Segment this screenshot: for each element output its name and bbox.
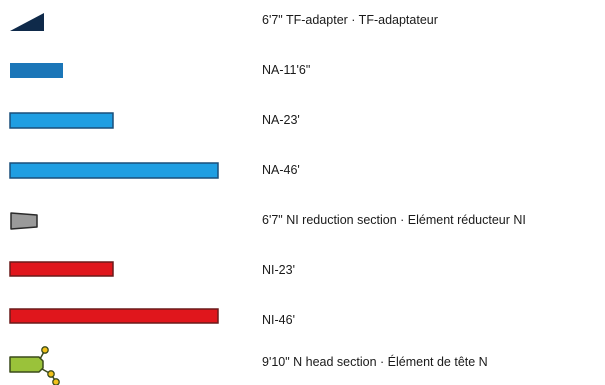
tf-adapter-wedge-icon [0, 5, 240, 35]
legend-label-ni-46: NI-46' [262, 313, 295, 327]
legend-item-n-head-section: 9'10" N head section · Élément de tête N [0, 346, 605, 385]
ni-medium-bar-icon [0, 255, 240, 285]
legend-label-na-23: NA-23' [262, 113, 300, 127]
na-medium-bar-icon [0, 105, 240, 135]
legend-item-na-46: NA-46' [0, 155, 605, 185]
legend-item-ni-23: NI-23' [0, 255, 605, 285]
legend-label-na-46: NA-46' [262, 163, 300, 177]
ni-reduction-trapezoid-icon [0, 205, 240, 235]
legend-label-ni-23: NI-23' [262, 263, 295, 277]
ni-long-bar-icon [0, 305, 240, 335]
legend-item-tf-adapter: 6'7" TF-adapter · TF-adaptateur [0, 5, 605, 35]
legend-label-ni-reduction-section: 6'7" NI reduction section · Elément rédu… [262, 213, 526, 227]
na-long-bar-icon [0, 155, 240, 185]
n-head-section-icon [0, 346, 240, 385]
legend-label-n-head-section: 9'10" N head section · Élément de tête N [262, 355, 488, 369]
legend-label-na-11-6: NA-11'6" [262, 63, 311, 77]
legend-item-na-23: NA-23' [0, 105, 605, 135]
legend-item-ni-reduction-section: 6'7" NI reduction section · Elément rédu… [0, 205, 605, 235]
legend-label-tf-adapter: 6'7" TF-adapter · TF-adaptateur [262, 13, 438, 27]
legend-item-na-11-6: NA-11'6" [0, 55, 605, 85]
legend-item-ni-46: NI-46' [0, 305, 605, 335]
na-short-bar-icon [0, 55, 240, 85]
